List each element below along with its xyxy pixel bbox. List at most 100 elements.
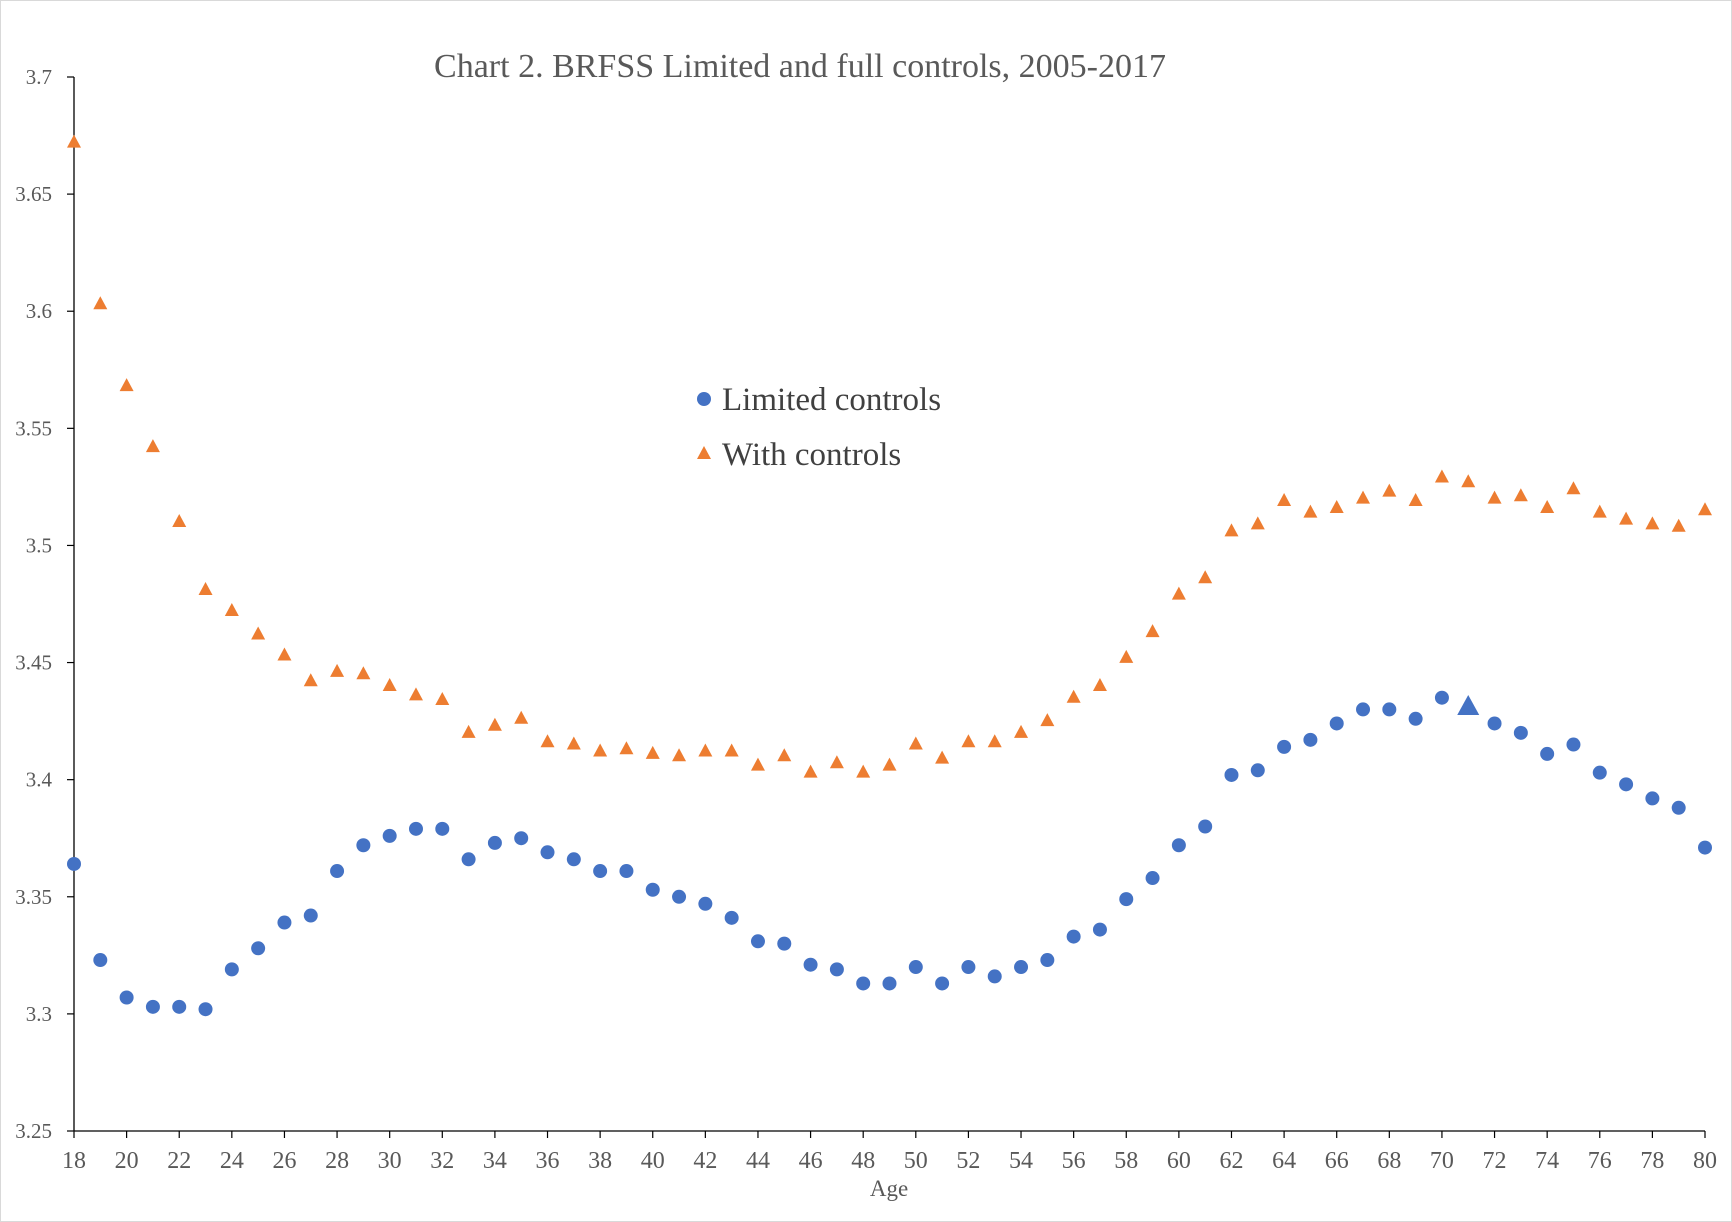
- point-with-controls: [1461, 474, 1476, 488]
- point-limited-controls: [145, 999, 160, 1014]
- point-limited-controls: [461, 852, 476, 867]
- legend-label-limited-controls: Limited controls: [722, 382, 941, 418]
- plot-area: [67, 134, 1712, 1017]
- point-with-controls: [777, 748, 792, 762]
- point-limited-controls: [1487, 716, 1502, 731]
- point-with-controls: [172, 514, 187, 528]
- x-tick-label: 32: [430, 1148, 454, 1174]
- x-axis-title: Age: [870, 1176, 908, 1201]
- x-tick-label: 22: [167, 1148, 191, 1174]
- y-tick-label: 3.45: [15, 651, 52, 675]
- point-with-controls: [1119, 649, 1134, 663]
- point-limited-controls: [1329, 716, 1344, 731]
- point-limited-controls: [1014, 960, 1029, 975]
- point-with-controls: [1645, 516, 1660, 530]
- point-limited-controls: [698, 896, 713, 911]
- x-tick-label: 68: [1377, 1148, 1401, 1174]
- point-limited-controls: [1145, 871, 1160, 886]
- point-limited-controls: [856, 976, 871, 991]
- point-limited-controls: [750, 934, 765, 949]
- point-with-controls: [1303, 504, 1318, 518]
- x-tick-label: 50: [904, 1148, 928, 1174]
- point-with-controls: [1619, 511, 1634, 525]
- x-tick-label: 78: [1640, 1148, 1664, 1174]
- point-with-controls: [1408, 492, 1423, 506]
- point-limited-controls: [251, 941, 266, 956]
- x-tick-label: 56: [1062, 1148, 1086, 1174]
- point-limited-controls: [1382, 702, 1397, 717]
- point-limited-controls: [566, 852, 581, 867]
- x-tick-label: 44: [746, 1148, 770, 1174]
- point-limited-controls: [67, 856, 81, 871]
- point-limited-controls: [514, 831, 529, 846]
- point-with-controls: [1014, 724, 1029, 738]
- point-with-controls: [856, 764, 871, 778]
- point-with-controls: [1145, 624, 1160, 638]
- point-with-controls: [330, 663, 345, 677]
- point-limited-controls: [277, 915, 292, 930]
- point-limited-controls: [1303, 732, 1318, 747]
- point-limited-controls: [1540, 746, 1555, 761]
- point-limited-controls: [724, 910, 739, 925]
- point-with-controls: [724, 743, 739, 757]
- point-limited-controls: [593, 864, 608, 879]
- y-tick-label: 3.7: [26, 65, 52, 89]
- x-tick-label: 48: [851, 1148, 875, 1174]
- highlight-point-limited-controls: [1457, 695, 1480, 716]
- point-limited-controls: [882, 976, 897, 991]
- legend-label-with-controls: With controls: [722, 437, 901, 473]
- legend-item-limited-controls: Limited controls: [697, 382, 941, 418]
- point-limited-controls: [1592, 765, 1607, 780]
- point-limited-controls: [1566, 737, 1581, 752]
- point-with-controls: [566, 736, 581, 750]
- point-with-controls: [1092, 677, 1107, 691]
- y-tick-label: 3.55: [15, 416, 52, 440]
- point-limited-controls: [908, 960, 923, 975]
- point-with-controls: [803, 764, 818, 778]
- point-with-controls: [1382, 483, 1397, 497]
- point-with-controls: [1698, 502, 1712, 516]
- point-with-controls: [645, 745, 660, 759]
- point-with-controls: [935, 750, 950, 764]
- x-tick-label: 72: [1483, 1148, 1507, 1174]
- point-limited-controls: [1513, 725, 1528, 740]
- point-limited-controls: [1250, 763, 1265, 778]
- point-with-controls: [145, 439, 160, 453]
- point-limited-controls: [303, 908, 318, 923]
- legend-marker-limited-controls: [697, 392, 711, 406]
- point-limited-controls: [1066, 929, 1081, 944]
- x-tick-label: 66: [1325, 1148, 1349, 1174]
- point-with-controls: [1171, 586, 1186, 600]
- y-tick-label: 3.35: [15, 885, 52, 909]
- point-limited-controls: [1224, 767, 1239, 782]
- point-limited-controls: [1619, 777, 1634, 792]
- point-with-controls: [882, 757, 897, 771]
- point-limited-controls: [777, 936, 792, 951]
- point-with-controls: [67, 134, 81, 148]
- point-with-controls: [435, 692, 450, 706]
- point-with-controls: [698, 743, 713, 757]
- point-with-controls: [1592, 504, 1607, 518]
- point-limited-controls: [487, 835, 502, 850]
- point-limited-controls: [619, 864, 634, 879]
- y-tick-label: 3.65: [15, 182, 52, 206]
- y-tick-label: 3.25: [15, 1119, 52, 1143]
- point-limited-controls: [198, 1002, 213, 1017]
- point-with-controls: [487, 717, 502, 731]
- point-limited-controls: [224, 962, 239, 977]
- point-limited-controls: [1434, 690, 1449, 705]
- y-axis: 3.25 3.3 3.35 3.4 3.45 3.5 3.55 3.6 3.65 3.7: [15, 65, 75, 1143]
- point-with-controls: [1671, 518, 1686, 532]
- point-limited-controls: [172, 999, 187, 1014]
- x-tick-label: 52: [956, 1148, 980, 1174]
- point-limited-controls: [382, 828, 397, 843]
- point-limited-controls: [961, 960, 976, 975]
- series-limited-controls: [67, 690, 1712, 1017]
- point-with-controls: [987, 734, 1002, 748]
- point-with-controls: [961, 734, 976, 748]
- point-limited-controls: [435, 821, 450, 836]
- point-limited-controls: [829, 962, 844, 977]
- point-with-controls: [593, 743, 608, 757]
- point-limited-controls: [935, 976, 950, 991]
- x-tick-label: 34: [483, 1148, 507, 1174]
